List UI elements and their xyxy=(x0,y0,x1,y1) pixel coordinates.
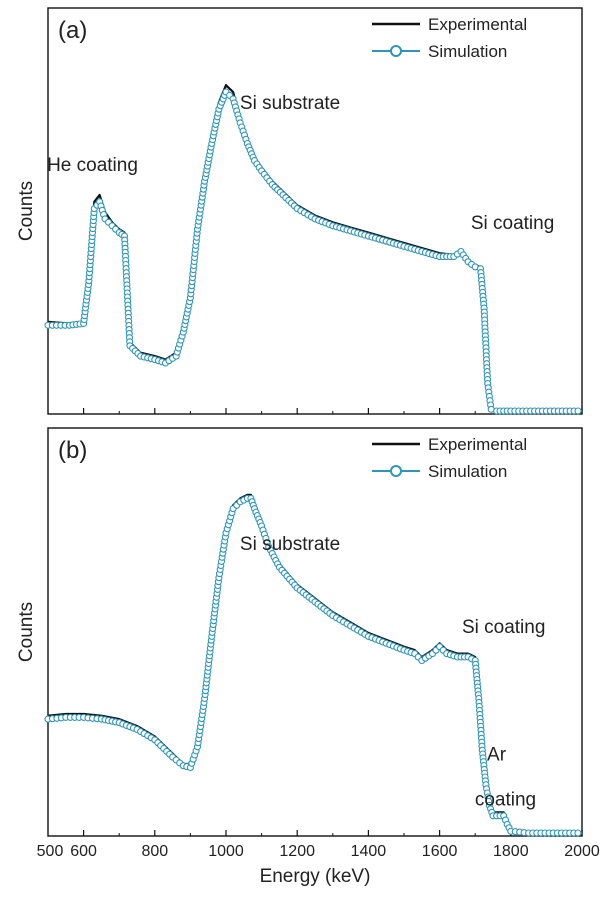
legend-label: Experimental xyxy=(428,15,527,34)
annotation: Si substrate xyxy=(240,534,340,555)
x-tick-label: 1600 xyxy=(422,843,458,860)
x-tick-label-start: 500 xyxy=(37,843,64,860)
legend-label: Experimental xyxy=(428,435,527,454)
x-tick-label: 1200 xyxy=(279,843,315,860)
panel-a: Counts (a) Experimental Simulation He coatin… xyxy=(16,7,583,415)
plot-frame xyxy=(47,427,583,837)
legend: Experimental Simulation xyxy=(372,15,527,61)
data-point xyxy=(574,829,582,837)
x-tick-label: 1800 xyxy=(493,843,529,860)
data-point xyxy=(574,407,582,415)
annotation: coating xyxy=(475,789,536,810)
panel-b: 600 800 1000 1200 1400 1600 1800 2000 500 Counts E… xyxy=(16,427,600,887)
annotation: Si coating xyxy=(462,617,545,638)
annotation: Ar xyxy=(487,745,507,766)
x-tick-label: 1400 xyxy=(351,843,387,860)
series-simulation xyxy=(44,494,582,837)
annotation: Si substrate xyxy=(240,93,340,114)
legend-marker xyxy=(390,465,402,477)
panel-label: (a) xyxy=(58,17,87,44)
legend-label: Simulation xyxy=(428,462,507,481)
panel-label: (b) xyxy=(58,437,87,464)
x-tick-label: 600 xyxy=(70,843,97,860)
x-tick-label: 800 xyxy=(141,843,168,860)
series-simulation xyxy=(44,88,582,415)
y-axis-label: Counts xyxy=(16,181,37,241)
legend: Experimental Simulation xyxy=(372,435,527,481)
plot-frame xyxy=(47,7,583,415)
x-axis-label: Energy (keV) xyxy=(260,866,371,887)
x-tick-label: 2000 xyxy=(564,843,600,860)
x-tick-label: 1000 xyxy=(208,843,244,860)
annotation: He coating xyxy=(47,155,138,176)
legend-label: Simulation xyxy=(428,42,507,61)
annotation: Si coating xyxy=(471,213,554,234)
legend-marker xyxy=(390,45,402,57)
y-axis-label: Counts xyxy=(16,602,37,662)
